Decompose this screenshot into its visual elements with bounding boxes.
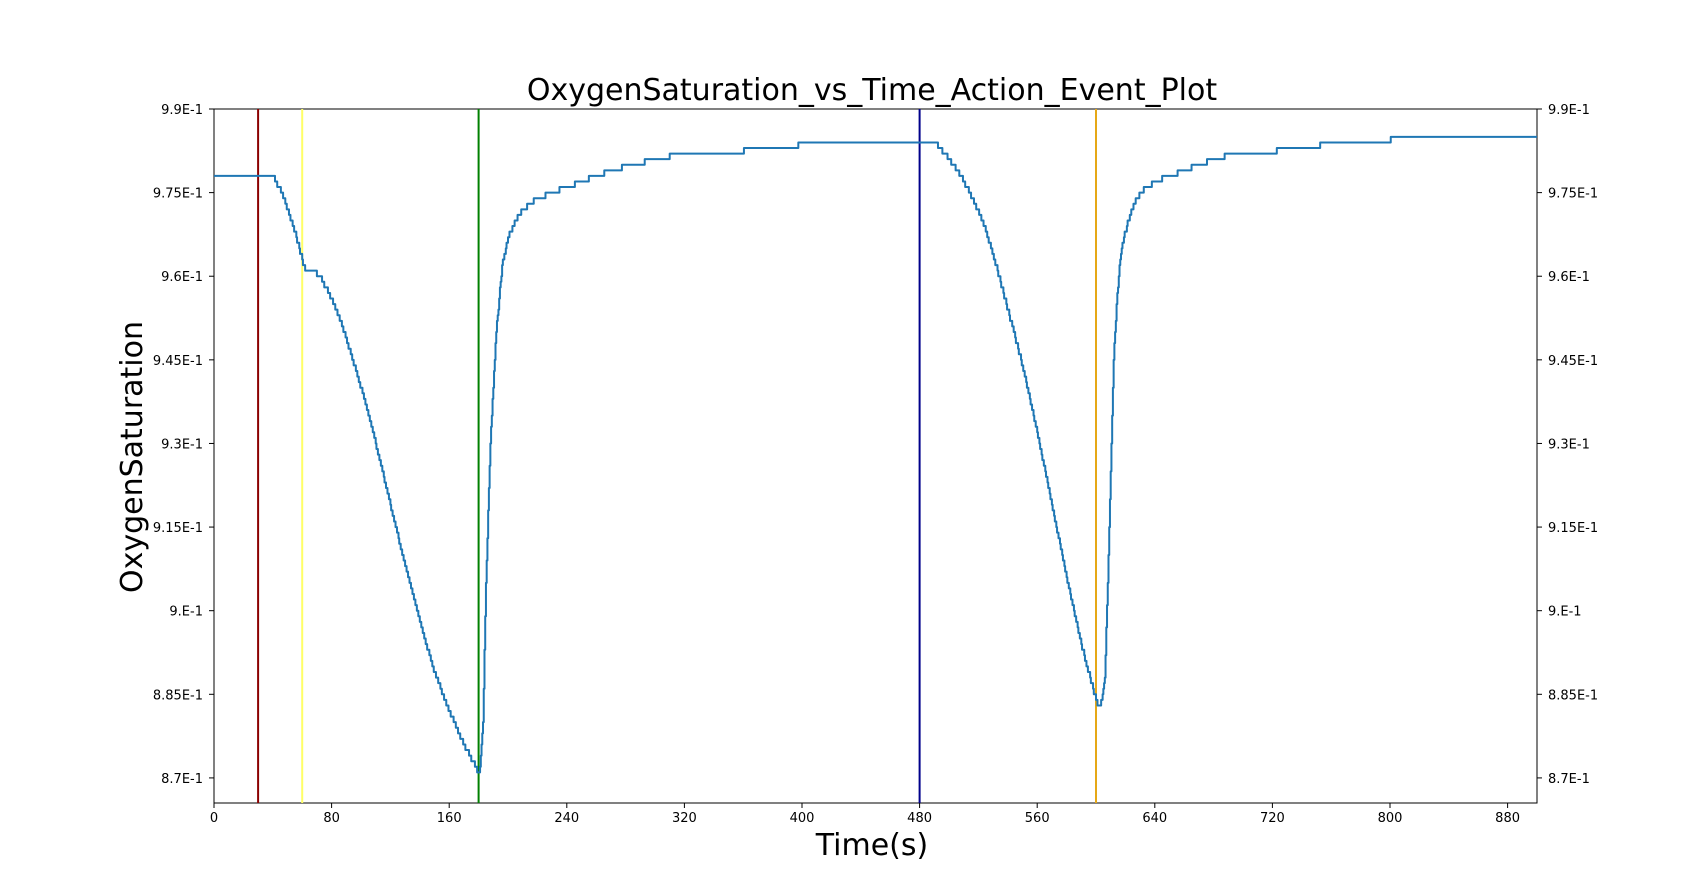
y-tick-label-left: 9.75E-1 [153,187,203,202]
y-tick-label-right: 8.85E-1 [1548,688,1598,703]
x-tick-label: 640 [1142,811,1167,826]
x-tick-label: 320 [672,811,697,826]
x-tick-label: 160 [437,811,462,826]
y-tick-label-left: 9.3E-1 [161,437,203,452]
y-tick-label-left: 9.E-1 [169,605,203,620]
x-tick-label: 400 [790,811,815,826]
x-tick-label: 800 [1378,811,1403,826]
y-tick-label-left: 9.15E-1 [153,521,203,536]
data-series-line [213,135,1538,774]
x-tick-label: 880 [1495,811,1520,826]
chart-title: OxygenSaturation_vs_Time_Action_Event_Pl… [527,73,1218,108]
y-tick-label-right: 9.3E-1 [1548,437,1590,452]
plot-area: 0 80 160 240 320 400 480 560 640 720 800 880 8.7E-1 8… [153,103,1598,826]
y-axis-label: OxygenSaturation [115,321,150,593]
y-tick-label-left: 8.7E-1 [161,772,203,787]
y-tick-label-right: 9.6E-1 [1548,270,1590,285]
x-tick-label: 0 [210,811,218,826]
x-tick-label: 80 [323,811,340,826]
plot-frame [213,108,1538,804]
x-tick-label: 560 [1025,811,1050,826]
y-tick-label-right: 9.75E-1 [1548,187,1598,202]
y-tick-label-right: 9.9E-1 [1548,103,1590,118]
x-tick-label: 480 [907,811,932,826]
x-tick-label: 720 [1260,811,1285,826]
x-axis-label: Time(s) [815,828,928,863]
y-tick-label-right: 8.7E-1 [1548,772,1590,787]
y-tick-label-left: 8.85E-1 [153,688,203,703]
y-tick-label-right: 9.E-1 [1548,605,1582,620]
y-tick-label-right: 9.15E-1 [1548,521,1598,536]
x-tick-label: 240 [554,811,579,826]
y-tick-label-left: 9.9E-1 [161,103,203,118]
y-tick-label-right: 9.45E-1 [1548,354,1598,369]
y-tick-label-left: 9.45E-1 [153,354,203,369]
y-tick-label-left: 9.6E-1 [161,270,203,285]
